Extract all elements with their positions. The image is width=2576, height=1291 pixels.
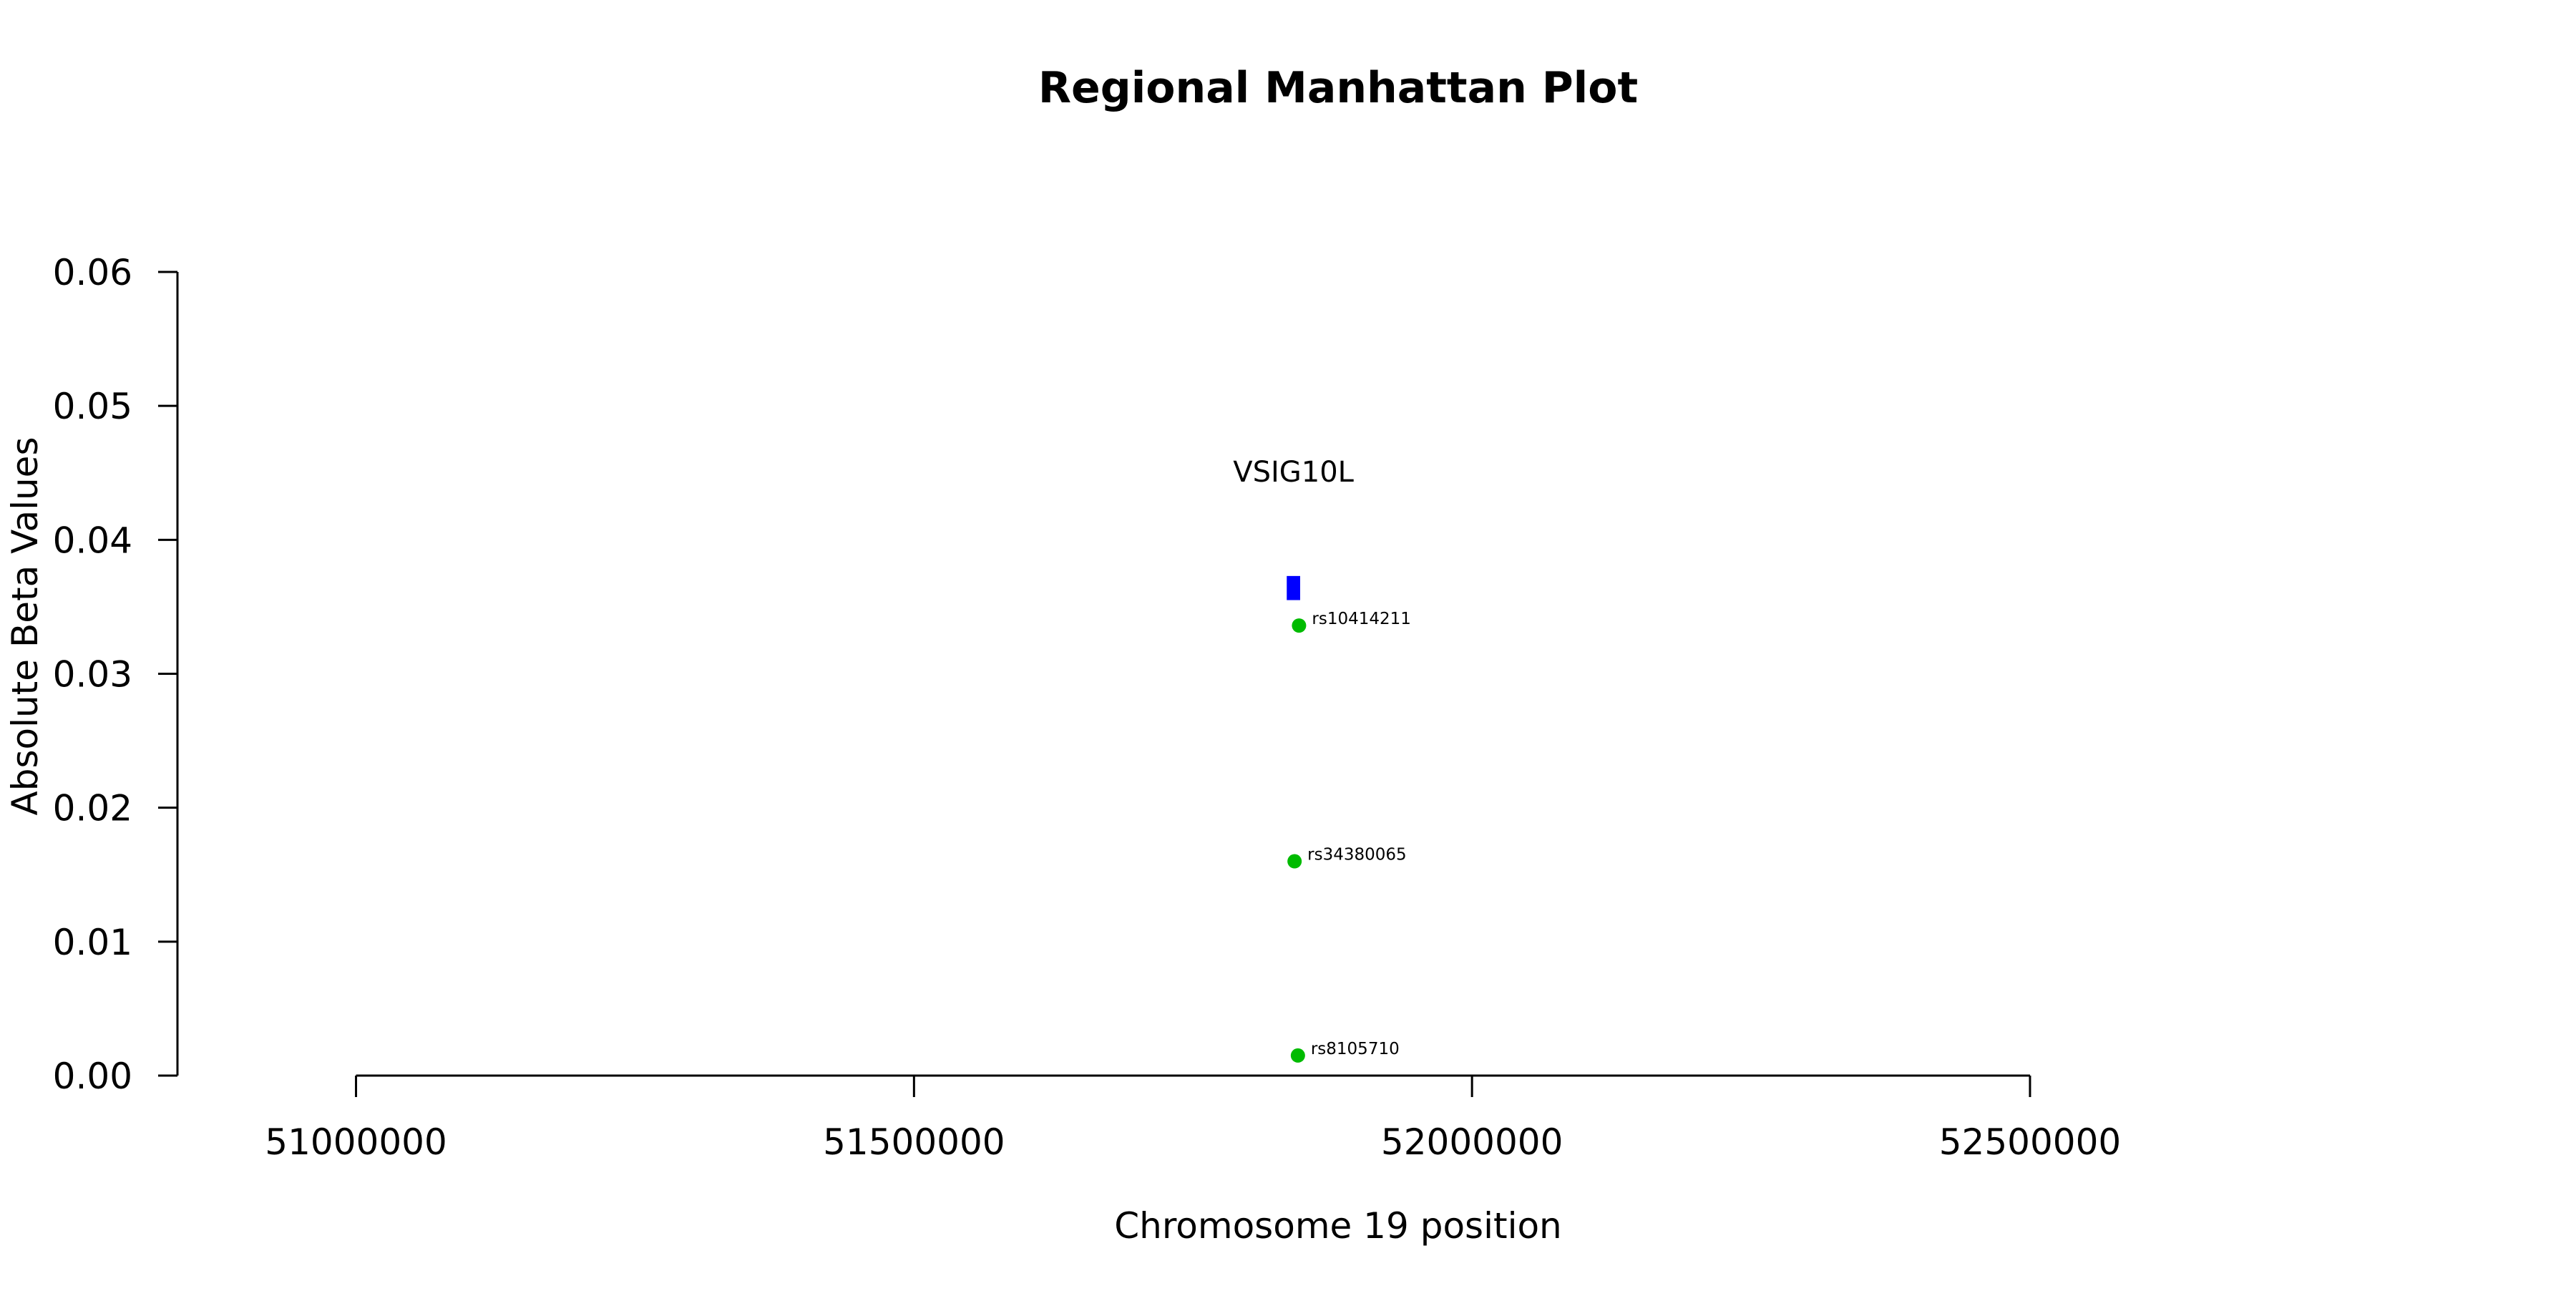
gene-block — [1287, 575, 1300, 600]
y-tick-label: 0.04 — [53, 520, 132, 561]
y-tick-label: 0.06 — [53, 252, 132, 293]
axes: 0.00 0.01 0.02 0.03 0.04 0.05 0.06 51000000 5150… — [53, 252, 2122, 1163]
snp-label: rs10414211 — [1312, 610, 1411, 628]
snp-point — [1292, 618, 1307, 633]
y-tick-label: 0.00 — [53, 1056, 132, 1097]
x-tick-label: 51000000 — [265, 1121, 447, 1163]
x-tick-label: 52000000 — [1381, 1121, 1563, 1163]
x-tick-label: 52500000 — [1939, 1121, 2122, 1163]
snp-points: rs10414211 rs34380065 rs8105710 — [1287, 610, 1411, 1063]
chart-title: Regional Manhattan Plot — [1038, 63, 1638, 113]
y-tick-label: 0.03 — [53, 654, 132, 696]
y-tick-label: 0.05 — [53, 386, 132, 427]
y-tick-label: 0.02 — [53, 788, 132, 829]
gene-track: VSIG10L — [1233, 456, 1355, 600]
x-tick-label: 51500000 — [823, 1121, 1005, 1163]
snp-label: rs34380065 — [1307, 846, 1407, 864]
snp-point — [1287, 854, 1302, 869]
y-axis-title: Absolute Beta Values — [4, 437, 46, 816]
x-axis-title: Chromosome 19 position — [1114, 1205, 1562, 1247]
gene-label: VSIG10L — [1233, 456, 1354, 489]
snp-label: rs8105710 — [1311, 1040, 1400, 1058]
snp-point — [1290, 1048, 1305, 1063]
y-tick-label: 0.01 — [53, 922, 132, 963]
